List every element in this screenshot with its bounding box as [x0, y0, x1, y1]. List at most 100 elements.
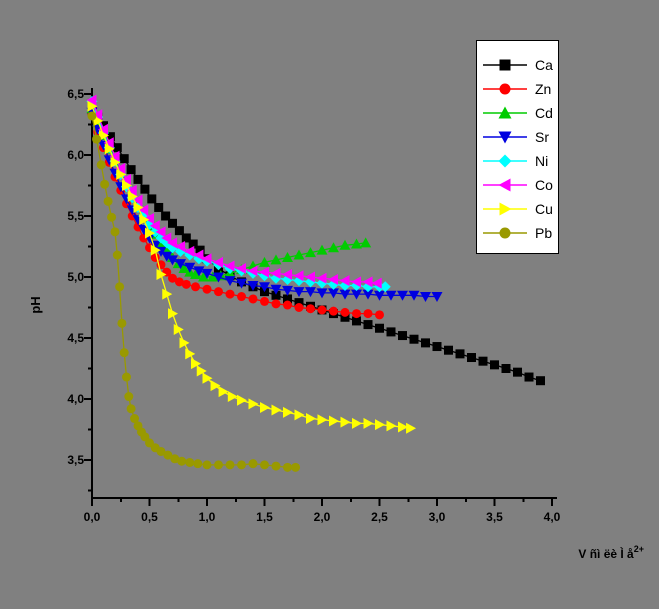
data-point-Sr: [397, 290, 408, 301]
data-point-Pb: [156, 446, 166, 456]
data-point-Zn: [329, 306, 338, 316]
data-point-Sr: [270, 284, 282, 295]
data-point-Co: [362, 276, 373, 288]
data-point-Ca: [271, 290, 281, 300]
data-point-Pb: [202, 460, 212, 470]
data-point-Cd: [282, 251, 293, 262]
data-point-Pb: [122, 372, 131, 382]
x-axis-title-text: V ñì ëè Ì å: [578, 546, 634, 561]
data-point-Cu: [202, 372, 213, 384]
data-point-Pb: [87, 111, 97, 121]
series-Pb: [87, 111, 301, 472]
data-point-Cd: [293, 249, 305, 260]
data-point-Ca: [161, 211, 171, 221]
data-point-Ca: [524, 372, 534, 382]
data-point-Co: [103, 137, 114, 149]
data-point-Co: [247, 265, 258, 277]
data-point-Co: [371, 277, 382, 289]
data-point-Pb: [283, 462, 292, 472]
data-point-Sr: [420, 292, 431, 303]
data-point-Co: [305, 271, 315, 283]
data-point-Pb: [193, 459, 203, 469]
data-point-Cu: [122, 180, 132, 191]
legend-marker-Sr: [498, 131, 512, 144]
data-point-Ca: [283, 294, 292, 304]
data-point-Pb: [112, 250, 122, 260]
data-point-Zn: [340, 307, 350, 317]
data-point-Cu: [317, 414, 328, 426]
data-point-Sr: [224, 276, 236, 287]
data-point-Cu: [162, 288, 173, 300]
data-point-Zn: [375, 310, 384, 320]
data-point-Co: [149, 220, 160, 232]
data-point-Zn: [202, 284, 212, 294]
data-point-Ca: [501, 364, 511, 373]
data-point-Sr: [362, 289, 374, 300]
data-point-Sr: [247, 281, 259, 292]
data-point-Pb: [237, 460, 246, 470]
y-tick-label: 3,5: [67, 453, 84, 467]
data-point-Cu: [104, 143, 115, 155]
data-point-Ca: [99, 121, 108, 131]
data-point-Zn: [352, 309, 361, 319]
data-point-Pb: [248, 459, 258, 469]
legend-item-Ca: Ca: [477, 53, 558, 77]
data-point-Cu: [283, 406, 293, 418]
legend-key-Zn: [483, 83, 527, 95]
data-point-Cu: [156, 269, 167, 281]
data-point-Co: [328, 273, 338, 285]
data-point-Co: [86, 94, 97, 106]
data-point-Zn: [248, 294, 258, 304]
data-point-Pb: [291, 462, 301, 472]
data-point-Zn: [225, 289, 235, 299]
data-point-Zn: [283, 300, 292, 310]
data-point-Co: [351, 276, 361, 288]
data-point-Ca: [188, 239, 198, 249]
data-point-Zn: [168, 273, 177, 283]
data-point-Cu: [191, 358, 201, 370]
data-point-Co: [201, 253, 212, 265]
data-point-Sr: [184, 262, 196, 273]
data-point-Co: [282, 269, 292, 281]
data-point-Ca: [421, 338, 430, 348]
data-point-Co: [121, 173, 131, 185]
legend-marker-Cd: [498, 106, 512, 119]
data-point-Ca: [432, 342, 442, 352]
data-point-Sr: [161, 251, 173, 262]
data-point-Pb: [126, 404, 136, 414]
legend-label-Cu: Cu: [535, 201, 553, 217]
x-tick-label: 3,5: [486, 510, 503, 524]
legend-label-Sr: Sr: [535, 129, 549, 145]
data-point-Sr: [175, 259, 187, 270]
data-point-Sr: [282, 285, 293, 296]
data-point-Pb: [140, 432, 150, 442]
legend-item-Zn: Zn: [477, 77, 558, 101]
legend-key-Co: [483, 178, 527, 192]
data-point-Cu: [218, 386, 229, 398]
data-point-Co: [224, 260, 235, 272]
data-point-Ca: [140, 184, 150, 194]
series-Co: [86, 94, 382, 289]
data-point-Pb: [177, 456, 187, 466]
data-point-Cd: [178, 262, 190, 273]
data-point-Cd: [360, 237, 372, 248]
data-point-Cu: [196, 365, 207, 377]
y-tick-label: 5,5: [67, 209, 84, 223]
legend-key-Ca: [483, 59, 527, 71]
legend-key-Sr: [483, 131, 527, 144]
data-point-Pb: [130, 414, 140, 424]
data-point-Pb: [119, 348, 129, 358]
data-point-Sr: [167, 255, 178, 266]
data-point-Cu: [340, 416, 351, 428]
data-point-Cd: [270, 254, 282, 265]
data-point-Co: [213, 256, 223, 268]
data-point-Zn: [317, 305, 327, 315]
data-point-Ni: [193, 253, 205, 265]
data-point-Cu: [99, 129, 109, 141]
data-point-Ca: [467, 353, 476, 363]
data-point-Cu: [398, 421, 408, 433]
x-tick-label: 1,5: [256, 510, 273, 524]
data-point-Cu: [150, 244, 161, 256]
data-point-Co: [184, 245, 195, 257]
